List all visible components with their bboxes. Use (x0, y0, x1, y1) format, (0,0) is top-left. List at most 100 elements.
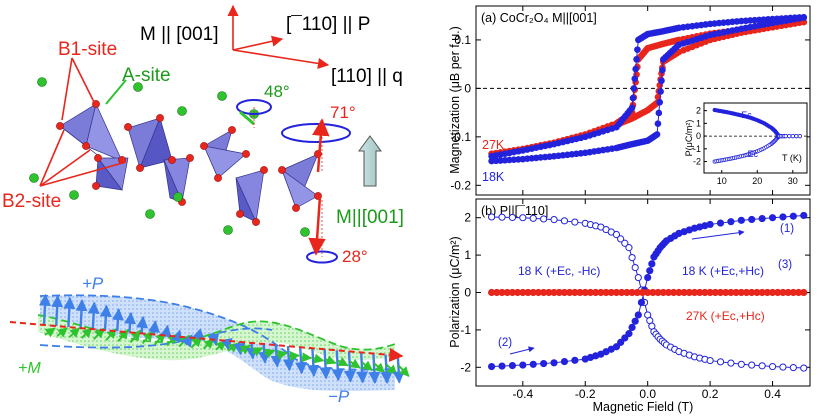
spin-m-arrow (129, 329, 142, 343)
chart-magnetization: (a) CoCr₂O₄ M||[001] Magnetization (μB p… (448, 5, 811, 196)
inset-ytick-label: 1 (696, 118, 701, 128)
spin-p-arrow (258, 343, 271, 364)
polarization-point (540, 215, 548, 223)
spin-m-arrow (325, 355, 337, 365)
q-axis-arrow (232, 49, 330, 69)
spin-a-arrow (239, 110, 255, 126)
inset-xtick-label: 10 (717, 176, 727, 186)
spin-p-arrow (220, 337, 233, 351)
sweep-label-3: (3) (778, 259, 792, 271)
polarization-point (498, 213, 506, 221)
spin-p-arrow (245, 342, 258, 360)
polarization-point (508, 361, 517, 370)
p-axis-label: [¯110] || P (286, 14, 370, 35)
inset-label-minus-ec: - Ec (742, 149, 759, 159)
spin-p-arrow (295, 347, 308, 375)
polarization-point (716, 358, 725, 366)
tetrahedra (59, 102, 319, 224)
chart-b-xtick-label: -0.2 (575, 387, 596, 401)
sweep-label-1: (1) (780, 223, 794, 235)
polarization-point (758, 362, 766, 370)
spin-p-arrow (63, 296, 76, 328)
inset-ytick-label: 2 (696, 106, 701, 116)
chart-b-ytick-label: 1 (464, 248, 471, 262)
cone-71 (281, 123, 351, 143)
polarization-point (519, 361, 527, 369)
label-18k-minus: 18 K (+Ec, -Hc) (518, 264, 600, 278)
spin-b2-arrow (308, 195, 326, 256)
polarization-point (560, 357, 569, 366)
site-leaders (39, 57, 127, 187)
polarization-point (488, 362, 496, 371)
polarization-point (716, 219, 725, 227)
chart-polarization: (b) P||[¯110] Polarization (μC/m²) Magne… (448, 198, 811, 414)
chart-a-frame (475, 5, 811, 196)
spin-p-arrow (124, 311, 137, 333)
polarization-point (789, 212, 797, 220)
polarization-point (789, 363, 797, 372)
chart-b-series (488, 211, 808, 372)
chart-a-panel-label: (a) CoCr₂O₄ M||[001] (481, 11, 597, 25)
polarization-point (634, 273, 642, 282)
chart-b-xlabel: Magnetic Field (T) (593, 400, 694, 414)
polarization-point (768, 214, 777, 222)
m-axis-label: M || [001] (140, 24, 219, 45)
cone-48 (236, 99, 272, 115)
spin-m-arrow (313, 353, 325, 364)
chart-b-xtick-label: 0.0 (639, 387, 656, 401)
minus-p-label: −P (328, 387, 350, 406)
spin-p-arrow (319, 349, 332, 380)
spin-m-arrow (373, 362, 386, 374)
field-label: M||[001] (336, 207, 404, 228)
plus-p-label: +P (82, 274, 104, 293)
q-propagation-arrow (9, 321, 404, 362)
inset-ticks: -2 -1 0 1 2 10 20 30 (693, 106, 798, 186)
polarization-point (706, 220, 714, 229)
polarization-point (637, 298, 646, 307)
polarization-point (800, 364, 808, 372)
spin-p-arrow (343, 351, 356, 383)
spin-m-arrow (239, 344, 252, 355)
inset-point (783, 133, 788, 139)
polarization-point (571, 218, 579, 226)
polarization-point (612, 230, 621, 239)
spin-spiral: +P −P +M (9, 274, 410, 406)
chart-b-ytick-label: 2 (464, 211, 471, 225)
spin-p-arrow (380, 354, 393, 384)
spin-p-arrow (356, 352, 369, 384)
spin-arrows (38, 293, 410, 384)
crystal-structure: M || [001] [¯110] || P [110] || q (2, 4, 404, 266)
chart-a-ytick-label: 0.1 (454, 33, 471, 47)
polarization-point (550, 359, 558, 367)
spin-p-arrow (368, 353, 381, 384)
inset-point (787, 133, 792, 139)
polarization-point (628, 253, 636, 262)
chart-b-xtick-label: 0.4 (764, 387, 781, 401)
spin-b1-arrow (312, 118, 330, 173)
inset-series (712, 107, 802, 164)
chart-b-xtick-label: -0.4 (512, 387, 533, 401)
polarization-point (648, 260, 656, 268)
angle-48-label: 48° (264, 82, 290, 101)
polarization-point (617, 235, 625, 243)
polarization-point (727, 359, 735, 367)
spin-p-arrow (87, 301, 100, 330)
polarization-point (737, 360, 745, 368)
inset-xtick-label: 30 (788, 176, 798, 186)
polarization-point (571, 356, 579, 364)
inset-ytick-label: -1 (693, 144, 701, 154)
polarization-point (758, 214, 766, 223)
chart-a-series (488, 13, 808, 165)
inset-xlabel: T (K) (782, 153, 802, 163)
polarization-point (621, 334, 629, 342)
inset-label-plus-ec: +Ec (736, 110, 752, 120)
polarization-point (634, 311, 642, 319)
inset-ylabel: P(μC/m²) (684, 120, 694, 157)
b1-site-label: B1-site (58, 39, 117, 60)
q-axis-label: [110] || q (331, 66, 403, 87)
chart-b-xticks: -0.4 -0.2 0.0 0.2 0.4 (512, 199, 781, 401)
spin-m-arrow (44, 327, 56, 338)
polarization-point (706, 356, 714, 365)
spin-p-arrow (148, 320, 161, 335)
o-atoms (56, 100, 322, 226)
